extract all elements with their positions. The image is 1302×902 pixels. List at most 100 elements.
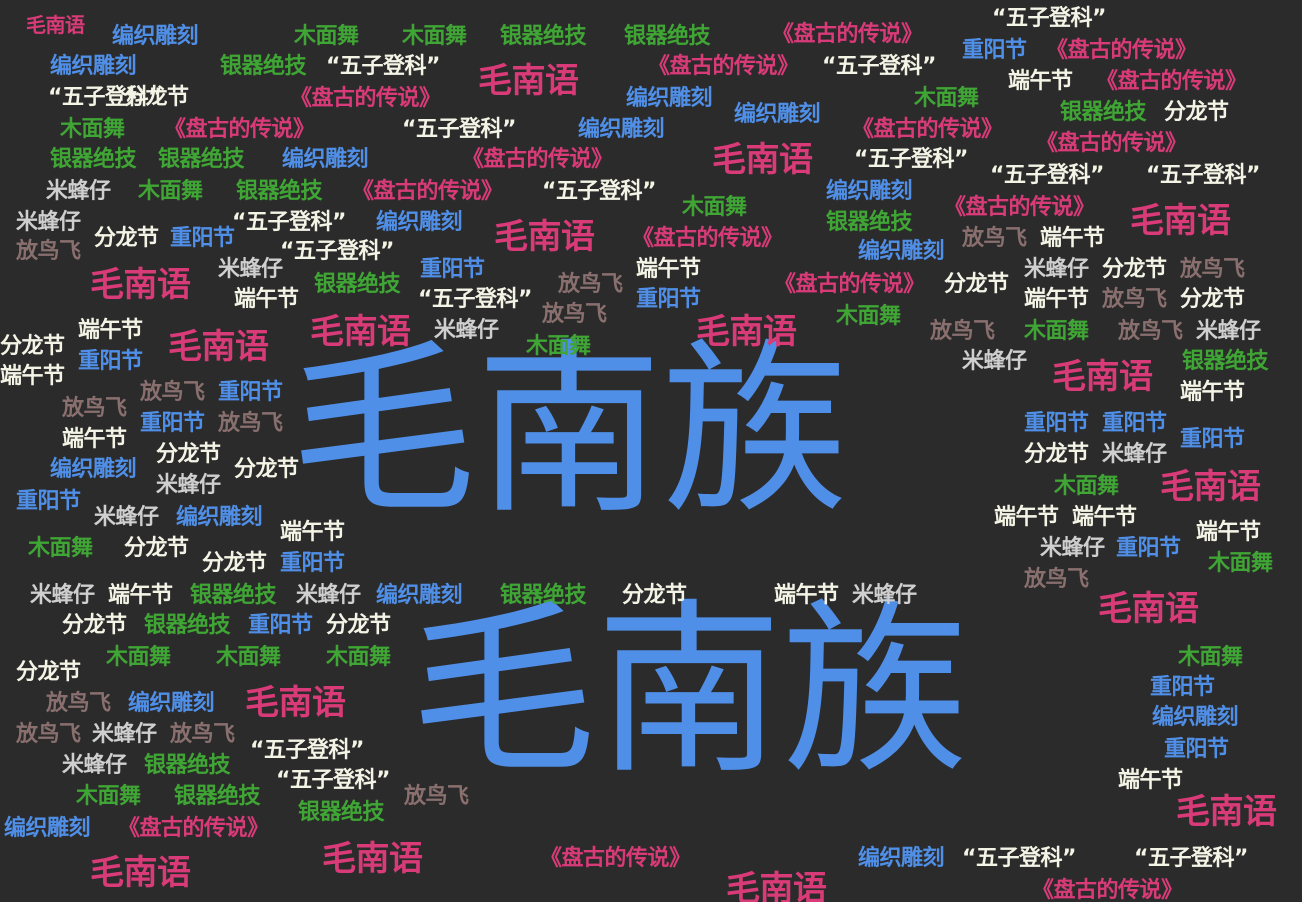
cloud-word-fenlong: 分龙节 [202,551,267,576]
cloud-word-pangu: 《盘古的传说》 [632,226,783,251]
cloud-word-chongyang: 重阳节 [1024,411,1089,436]
cloud-word-wuzi-dengke: “五子登科” [48,85,162,110]
cloud-word-bianzhi: 编织雕刻 [626,86,713,111]
cloud-word-bianzhi: 编织雕刻 [176,505,263,530]
cloud-word-yinqi: 银器绝技 [500,24,587,49]
cloud-word-maonan-zu: 毛南族 [290,322,849,539]
cloud-word-bianzhi: 编织雕刻 [50,457,137,482]
cloud-word-chongyang: 重阳节 [1180,427,1245,452]
cloud-word-wuzi-dengke: “五子登科” [990,163,1104,188]
cloud-word-pangu: 《盘古的传说》 [1096,69,1247,94]
cloud-word-pangu: 《盘古的传说》 [1036,131,1187,156]
cloud-word-mumian: 木面舞 [60,117,125,142]
cloud-word-mifeng: 米蜂仔 [1196,319,1261,344]
cloud-word-yinqi: 银器绝技 [144,613,231,638]
cloud-word-wuzi-dengke: “五子登科” [854,147,968,172]
cloud-word-bianzhi: 编织雕刻 [1152,705,1239,730]
cloud-word-fenlong: 分龙节 [326,613,391,638]
cloud-word-yinqi: 银器绝技 [220,54,307,79]
cloud-word-fangniao: 放鸟飞 [558,272,623,297]
cloud-word-mumian: 木面舞 [914,86,979,111]
cloud-word-duanwu: 端午节 [108,583,173,608]
cloud-word-duanwu: 端午节 [636,257,701,282]
cloud-word-bianzhi: 编织雕刻 [128,691,215,716]
cloud-word-duanwu: 端午节 [774,583,839,608]
cloud-word-mumian: 木面舞 [138,179,203,204]
cloud-word-pangu: 《盘古的传说》 [852,117,1003,142]
cloud-word-wuzi-dengke: “五子登科” [1134,846,1248,871]
cloud-word-chongyang: 重阳节 [420,257,485,282]
cloud-word-wuzi-dengke: “五子登科” [962,846,1076,871]
cloud-word-fangniao: 放鸟飞 [16,239,81,264]
cloud-word-mumian: 木面舞 [526,334,591,359]
cloud-word-wuzi-dengke: “五子登科” [276,768,390,793]
cloud-word-duanwu: 端午节 [1180,380,1245,405]
cloud-word-chongyang: 重阳节 [962,38,1027,63]
cloud-word-fenlong: 分龙节 [0,334,65,359]
cloud-word-maonan-yu: 毛南语 [1160,467,1261,507]
cloud-word-yinqi: 银器绝技 [624,24,711,49]
cloud-word-fenlong: 分龙节 [1164,100,1229,125]
cloud-word-bianzhi: 编织雕刻 [858,846,945,871]
cloud-word-wuzi-dengke: “五子登科” [402,117,516,142]
cloud-word-mifeng: 米蜂仔 [296,583,361,608]
cloud-word-maonan-yu: 毛南语 [310,312,411,352]
cloud-word-pangu: 《盘古的传说》 [1032,878,1183,902]
cloud-word-fangniao: 放鸟飞 [404,784,469,809]
cloud-word-duanwu: 端午节 [1196,520,1261,545]
cloud-word-yinqi: 银器绝技 [1182,349,1269,374]
cloud-word-fangniao: 放鸟飞 [170,722,235,747]
cloud-word-maonan-yu: 毛南语 [726,869,827,902]
cloud-word-fenlong: 分龙节 [124,85,189,110]
cloud-word-fangniao: 放鸟飞 [1118,319,1183,344]
cloud-word-fangniao: 放鸟飞 [140,380,205,405]
cloud-word-mifeng: 米蜂仔 [46,179,111,204]
cloud-word-fangniao: 放鸟飞 [46,691,111,716]
cloud-word-duanwu: 端午节 [280,520,345,545]
cloud-word-bianzhi: 编织雕刻 [376,210,463,235]
cloud-word-yinqi: 银器绝技 [314,272,401,297]
cloud-word-chongyang: 重阳节 [218,380,283,405]
cloud-word-fangniao: 放鸟飞 [16,722,81,747]
cloud-word-chongyang: 重阳节 [1116,536,1181,561]
cloud-word-fenlong: 分龙节 [94,226,159,251]
cloud-word-duanwu: 端午节 [1008,69,1073,94]
cloud-word-wuzi-dengke: “五子登科” [1146,163,1260,188]
cloud-word-mumian: 木面舞 [216,645,281,670]
cloud-word-maonan-yu: 毛南语 [696,312,797,352]
cloud-word-pangu: 《盘古的传说》 [540,846,691,871]
cloud-word-duanwu: 端午节 [78,318,143,343]
cloud-word-wuzi-dengke: “五子登科” [250,738,364,763]
cloud-word-wuzi-dengke: “五子登科” [280,239,394,264]
cloud-word-mifeng: 米蜂仔 [156,473,221,498]
cloud-word-fenlong: 分龙节 [944,272,1009,297]
cloud-word-duanwu: 端午节 [0,364,65,389]
cloud-word-mumian: 木面舞 [326,645,391,670]
cloud-word-bianzhi: 编织雕刻 [734,102,821,127]
cloud-word-fenlong: 分龙节 [156,442,221,467]
cloud-word-chongyang: 重阳节 [636,287,701,312]
cloud-word-bianzhi: 编织雕刻 [50,54,137,79]
cloud-word-fangniao: 放鸟飞 [962,226,1027,251]
cloud-word-fenlong: 分龙节 [16,660,81,685]
cloud-word-fenlong: 分龙节 [124,536,189,561]
cloud-word-yinqi: 银器绝技 [50,147,137,172]
cloud-word-maonan-yu: 毛南语 [1052,357,1153,397]
cloud-word-fangniao: 放鸟飞 [62,396,127,421]
cloud-word-yinqi: 银器绝技 [190,583,277,608]
cloud-word-fenlong: 分龙节 [234,457,299,482]
cloud-word-chongyang: 重阳节 [1150,675,1215,700]
cloud-word-pangu: 《盘古的传说》 [118,816,269,841]
cloud-word-fangniao: 放鸟飞 [1102,287,1167,312]
cloud-word-pangu: 《盘古的传说》 [944,195,1095,220]
cloud-word-chongyang: 重阳节 [248,613,313,638]
cloud-word-maonan-zu: 毛南族 [410,582,969,799]
cloud-word-pangu: 《盘古的传说》 [164,117,315,142]
cloud-word-wuzi-dengke: “五子登科” [822,54,936,79]
cloud-word-pangu: 《盘古的传说》 [772,22,923,47]
cloud-word-yinqi: 银器绝技 [158,147,245,172]
cloud-word-mifeng: 米蜂仔 [1040,536,1105,561]
cloud-word-mifeng: 米蜂仔 [94,505,159,530]
cloud-word-maonan-yu: 毛南语 [1130,201,1231,241]
